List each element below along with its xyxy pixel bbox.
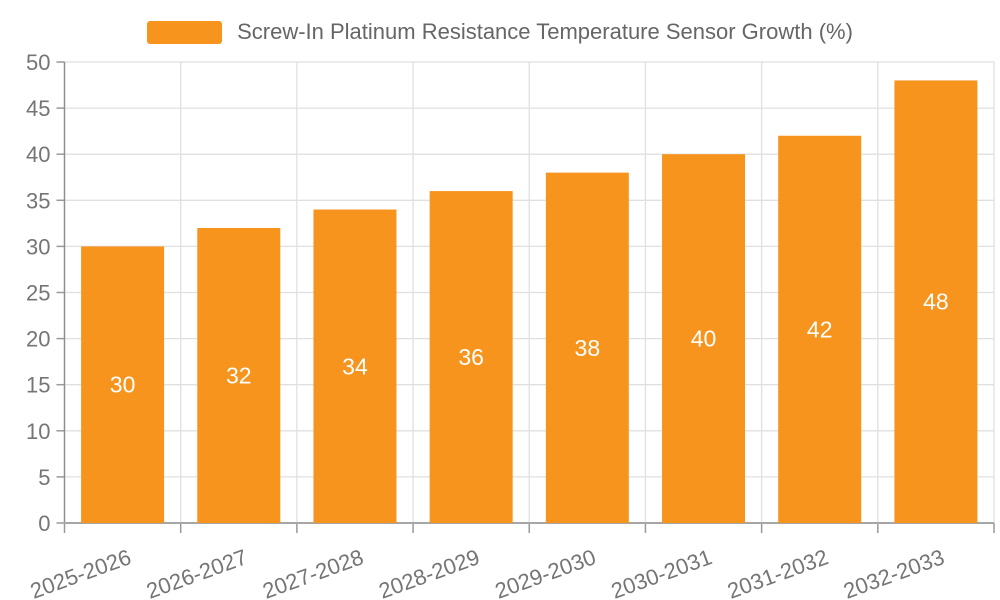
bar-value-label: 36	[458, 344, 484, 370]
bar[interactable]	[313, 209, 397, 523]
bar[interactable]	[662, 154, 746, 523]
bar[interactable]	[81, 246, 165, 523]
x-tick-label: 2026-2027	[143, 544, 250, 600]
y-tick-label: 15	[26, 373, 50, 398]
bar[interactable]	[545, 172, 629, 523]
x-tick-label: 2029-2030	[492, 544, 599, 600]
y-tick-label: 50	[26, 50, 50, 75]
bar[interactable]	[429, 191, 513, 523]
y-tick-label: 20	[26, 327, 50, 352]
bar-value-label: 40	[691, 326, 717, 352]
x-tick-label: 2025-2026	[27, 544, 134, 600]
y-tick-label: 25	[26, 281, 50, 306]
legend-item[interactable]: Screw-In Platinum Resistance Temperature…	[0, 19, 1000, 45]
legend-label: Screw-In Platinum Resistance Temperature…	[237, 19, 853, 44]
bar-value-label: 48	[923, 289, 949, 315]
x-tick-label: 2030-2031	[608, 544, 715, 600]
y-tick-label: 0	[38, 511, 50, 536]
y-tick-label: 5	[38, 465, 50, 490]
y-tick-label: 40	[26, 142, 50, 167]
y-tick-label: 10	[26, 419, 50, 444]
x-tick-label: 2028-2029	[375, 544, 482, 600]
bar-value-label: 42	[807, 316, 833, 342]
bars	[81, 80, 978, 523]
y-tick-label: 35	[26, 188, 50, 213]
y-tick-label: 30	[26, 234, 50, 259]
bar[interactable]	[197, 227, 281, 523]
bar[interactable]	[894, 80, 978, 523]
bar-value-label: 34	[342, 353, 368, 379]
x-tick-label: 2027-2028	[259, 544, 366, 600]
y-tick-label: 45	[26, 96, 50, 121]
x-tick-label: 2032-2033	[840, 544, 947, 600]
bar-value-label: 32	[226, 362, 252, 388]
bar-value-label: 38	[575, 335, 601, 361]
bar[interactable]	[778, 135, 862, 523]
x-tick-label: 2031-2032	[724, 544, 831, 600]
legend-swatch	[147, 20, 223, 44]
bar-value-label: 30	[110, 372, 136, 398]
